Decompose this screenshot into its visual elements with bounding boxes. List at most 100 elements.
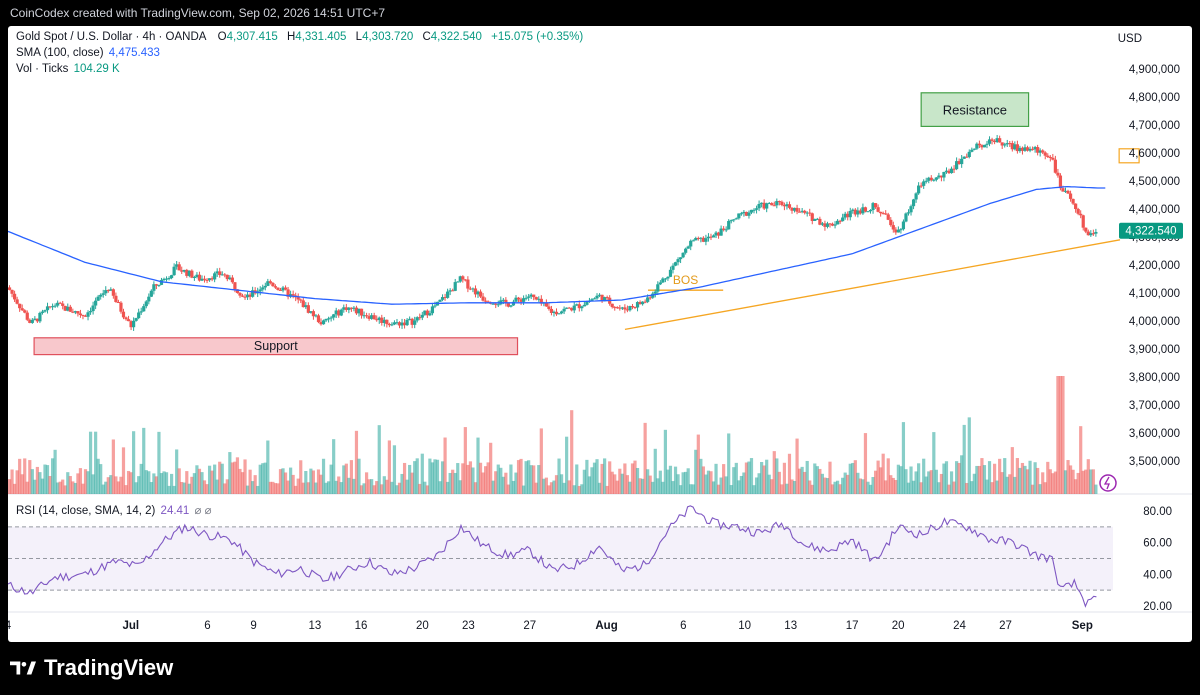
candle-body: [349, 307, 353, 309]
volume-bar: [1033, 462, 1037, 494]
candle-body: [152, 284, 156, 291]
volume-bar: [701, 466, 705, 494]
volume-bar: [516, 460, 521, 494]
volume-bar: [858, 478, 862, 494]
volume-bar: [491, 480, 495, 494]
candle-body: [757, 203, 761, 209]
candle-body: [795, 207, 799, 212]
volume-bar: [1074, 479, 1078, 494]
sma-label[interactable]: SMA (100, close): [16, 47, 104, 59]
candle-body: [88, 311, 93, 313]
candle-body: [167, 278, 171, 280]
volume-bar: [278, 469, 283, 494]
candle-body: [949, 168, 954, 174]
volume-bar: [835, 480, 840, 494]
volume-bar: [524, 461, 528, 494]
volume-bar: [99, 464, 103, 494]
candle-body: [947, 170, 951, 174]
volume-bar: [116, 481, 121, 494]
chart-canvas[interactable]: Support Resistance BOS 3,500,000 3,600,000 3,…: [8, 26, 1192, 642]
symbol-label[interactable]: Gold Spot / U.S. Dollar · 4h · OANDA: [16, 31, 207, 43]
volume-bar: [180, 481, 184, 494]
volume-bar: [838, 484, 842, 494]
volume-label[interactable]: Vol · Ticks: [16, 63, 69, 75]
volume-bar: [894, 479, 898, 494]
volume-bar: [985, 479, 989, 494]
candle-body: [182, 269, 186, 272]
rsi-line[interactable]: [8, 505, 1097, 608]
high-value: 4,331.405: [295, 31, 347, 43]
candle-body: [28, 319, 32, 323]
price-tick-label: 3,800,000: [1129, 372, 1180, 384]
volume-bar: [881, 453, 885, 494]
candle-body: [314, 315, 318, 317]
x-tick-label: 20: [892, 620, 905, 632]
volume-bar: [177, 468, 181, 494]
candle-body: [922, 181, 926, 186]
candle-body: [704, 238, 708, 242]
candle-body: [719, 228, 723, 236]
volume-bar: [453, 472, 457, 494]
volume-bar: [691, 484, 695, 494]
candle-body: [453, 282, 457, 291]
candle-body: [157, 284, 161, 286]
volume-bar: [248, 469, 252, 494]
candle-body: [851, 209, 855, 211]
volume-bar: [605, 485, 609, 494]
candle-body: [853, 209, 857, 215]
candle-body: [119, 302, 123, 312]
candle-body: [914, 193, 918, 200]
volume-bar: [947, 484, 951, 494]
change-value: +15.075 (+0.35%): [491, 31, 584, 43]
sma-line[interactable]: [8, 185, 1106, 305]
candle-body: [1094, 231, 1098, 234]
last-price-tag: [1119, 222, 1183, 239]
volume-bar: [121, 447, 126, 494]
volume-bar: [359, 485, 364, 494]
candle-body: [238, 292, 242, 296]
rsi-label[interactable]: RSI (14, close, SMA, 14, 2): [16, 505, 156, 517]
candle-body: [585, 301, 589, 305]
volume-bar: [603, 458, 607, 494]
volume-bar: [418, 483, 422, 494]
candle-body: [1058, 175, 1063, 189]
volume-bar: [299, 460, 303, 494]
candle-body: [932, 179, 936, 181]
volume-bar: [975, 465, 979, 494]
volume-bar: [914, 471, 918, 494]
candle-body: [1051, 157, 1055, 160]
candle-body: [929, 177, 933, 181]
candle-body: [727, 221, 731, 230]
candle-body: [562, 308, 566, 312]
candle-body: [977, 143, 982, 146]
candle-body: [648, 297, 652, 299]
price-tick-label: 4,500,000: [1129, 176, 1180, 188]
ascending-trendline[interactable]: [624, 239, 1121, 331]
volume-bar: [395, 485, 399, 494]
candle-body: [243, 296, 247, 298]
volume-bar: [891, 477, 895, 494]
volume-bar: [40, 478, 45, 494]
candle-body: [162, 278, 166, 281]
candle-body: [506, 303, 510, 307]
volume-bar: [582, 469, 586, 494]
volume-bar: [68, 476, 72, 494]
candle-body: [278, 289, 283, 291]
candle-body: [537, 298, 541, 300]
candle-body: [952, 168, 956, 170]
volume-bar: [124, 485, 128, 494]
alert-icon[interactable]: [1099, 474, 1117, 492]
volume-bar: [484, 466, 488, 494]
volume-bar: [375, 481, 379, 494]
candle-body: [980, 145, 984, 148]
candle-body: [696, 237, 700, 239]
volume-bar: [1036, 467, 1040, 494]
volume-bar: [552, 480, 556, 494]
volume-bar: [413, 461, 417, 494]
candle-body: [106, 290, 110, 292]
candle-body: [245, 294, 250, 298]
volume-bar: [132, 431, 136, 494]
candle-body: [78, 313, 83, 316]
volume-bar: [595, 459, 599, 494]
volume-bar: [780, 484, 784, 494]
